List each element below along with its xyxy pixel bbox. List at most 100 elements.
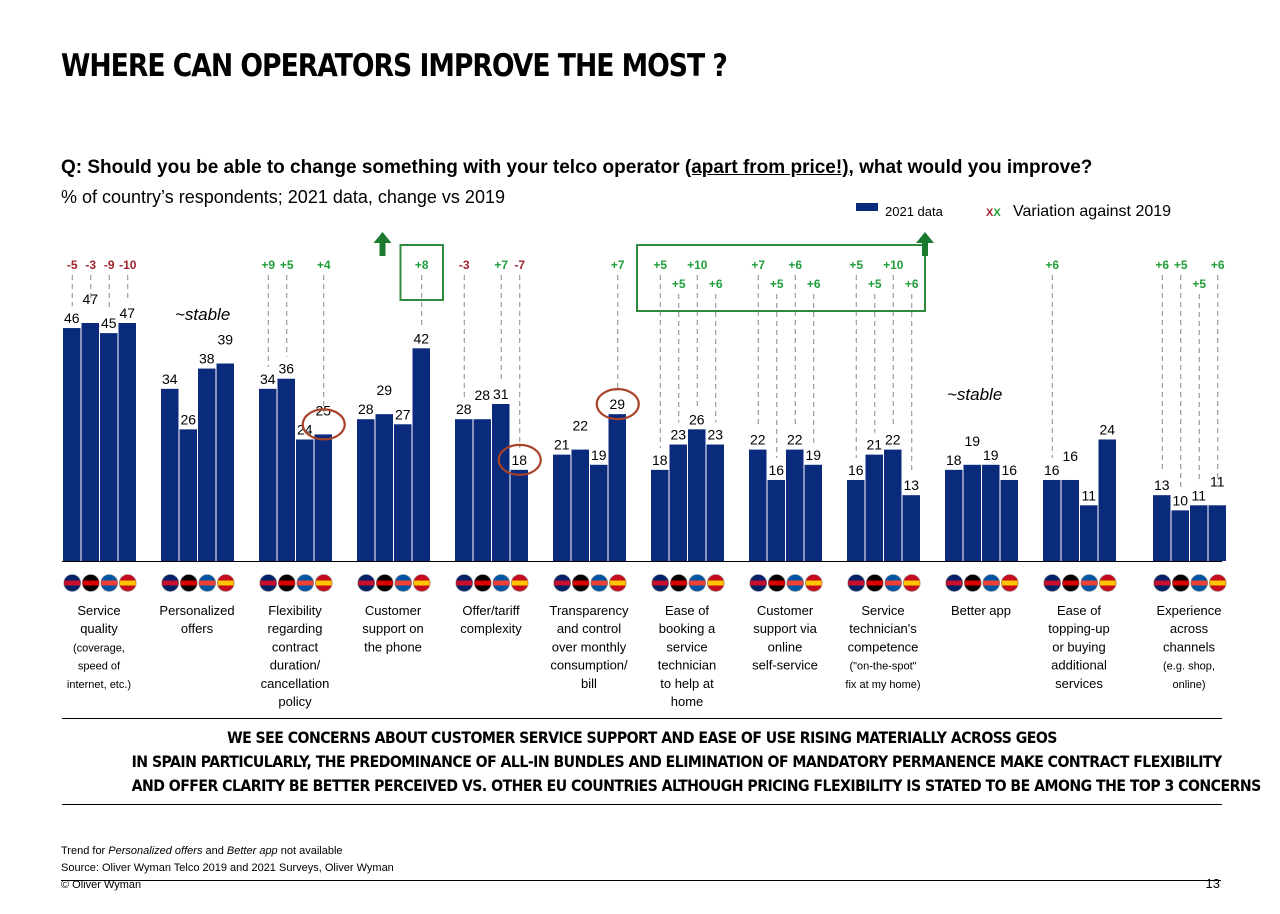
bar — [455, 419, 473, 561]
category-label-line: Ease of — [1057, 603, 1101, 618]
flag-stripe — [180, 580, 197, 586]
flag-stripe — [848, 580, 865, 586]
flag-stripe — [885, 580, 902, 586]
category-label-line: and control — [557, 621, 621, 636]
variation-label: +6 — [905, 277, 919, 291]
variation-label: +7 — [751, 258, 765, 272]
variation-label: -5 — [67, 258, 78, 272]
bar-value-label: 16 — [1001, 462, 1017, 478]
bar-value-label: 34 — [260, 371, 276, 387]
category-label-line: across — [1170, 621, 1209, 636]
category-label-line: Ease of — [665, 603, 709, 618]
flag-stripe — [64, 580, 81, 586]
bar — [767, 479, 785, 561]
bar-value-label: 19 — [964, 433, 980, 449]
bar — [296, 439, 314, 561]
category-label-line: competence — [848, 639, 919, 654]
footnote-italic-1: Personalized offers — [108, 845, 203, 857]
flag-stripe — [511, 580, 528, 586]
category-label-line: technician — [658, 658, 717, 673]
category-label-line: Better app — [951, 603, 1011, 618]
category-label-line: online — [768, 639, 803, 654]
category-label-line: Service — [77, 603, 120, 618]
category-label-line: online) — [1172, 679, 1205, 691]
bar-value-label: 11 — [1191, 487, 1206, 503]
flag-stripe — [456, 580, 473, 586]
flag-stripe — [358, 580, 375, 586]
variation-label: +10 — [687, 258, 708, 272]
bar-value-label: 19 — [983, 447, 999, 463]
flag-stripe — [162, 580, 179, 586]
bar-value-label: 21 — [866, 437, 882, 453]
conclusion-line-2: IN SPAIN PARTICULARLY, THE PREDOMINANCE … — [131, 752, 1223, 771]
category-label-line: duration/ — [270, 658, 321, 673]
variation-label: +5 — [653, 258, 667, 272]
flag-stripe — [1062, 580, 1079, 586]
bar — [118, 323, 136, 561]
variation-label: +10 — [883, 258, 904, 272]
footnote-copyright: © Oliver Wyman — [61, 879, 142, 891]
bar-value-label: 46 — [64, 310, 80, 326]
bar-value-label: 19 — [805, 447, 821, 463]
bar — [669, 444, 687, 561]
bar-value-label: 18 — [652, 452, 668, 468]
variation-label: +6 — [709, 277, 723, 291]
flag-stripe — [750, 580, 767, 586]
bar — [847, 479, 865, 561]
bar-value-label: 23 — [707, 427, 723, 443]
flag-stripe — [689, 580, 706, 586]
question-emphasis: (apart from price!) — [684, 157, 849, 178]
flag-stripe — [1154, 580, 1171, 586]
bar-value-label: 19 — [591, 447, 607, 463]
up-arrow-icon — [916, 232, 934, 256]
bar-value-label: 38 — [199, 351, 215, 367]
flag-stripe — [297, 580, 314, 586]
variation-label: +5 — [868, 277, 882, 291]
footnote-trend: Trend for Personalized offers and Better… — [61, 845, 343, 857]
conclusion-line-3: AND OFFER CLARITY BE BETTER PERCEIVED VS… — [131, 776, 1262, 795]
footer-divider — [61, 880, 1221, 881]
bar — [1080, 505, 1098, 561]
flag-stripe — [768, 580, 785, 586]
bar-value-label: 47 — [82, 291, 98, 307]
flag-stripe — [964, 580, 981, 586]
bar-value-label: 22 — [885, 432, 901, 448]
flag-stripe — [1001, 580, 1018, 586]
category-label-line: Customer — [365, 603, 422, 618]
bar — [1153, 495, 1171, 561]
bar — [492, 404, 510, 561]
bar — [1208, 505, 1226, 561]
bar — [259, 388, 277, 561]
variation-label: -10 — [119, 258, 137, 272]
bar-value-label: 16 — [1062, 448, 1078, 464]
flag-stripe — [591, 580, 608, 586]
bar — [357, 419, 375, 561]
flag-stripe — [1081, 580, 1098, 586]
category-label-line: the phone — [364, 639, 422, 654]
category-label-line: offers — [181, 621, 214, 636]
variation-label: +6 — [788, 258, 802, 272]
highlight-box — [636, 244, 926, 312]
category-label-line: contract — [272, 639, 319, 654]
variation-label: -7 — [514, 258, 525, 272]
category-label-line: channels — [1163, 639, 1216, 654]
flag-stripe — [217, 580, 234, 586]
flag-stripe — [652, 580, 669, 586]
flag-stripe — [946, 580, 963, 586]
bar — [375, 414, 393, 561]
bar — [786, 449, 804, 561]
bar — [706, 444, 724, 561]
category-label-line: Experience — [1156, 603, 1221, 618]
variation-label: +5 — [672, 277, 686, 291]
variation-label: +4 — [317, 258, 331, 272]
category-label-line: Transparency — [550, 603, 629, 618]
bar — [865, 454, 883, 561]
bar — [179, 429, 197, 561]
legend-variation-label: Variation against 2019 — [1013, 203, 1171, 220]
category-label-line: Customer — [757, 603, 814, 618]
conclusion-line-1: WE SEE CONCERNS ABOUT CUSTOMER SERVICE S… — [227, 728, 1057, 747]
bar — [473, 419, 491, 561]
bar-value-label: 26 — [689, 411, 705, 427]
highlight-circle — [497, 443, 542, 476]
survey-question: Q: Should you be able to change somethin… — [61, 157, 1092, 179]
